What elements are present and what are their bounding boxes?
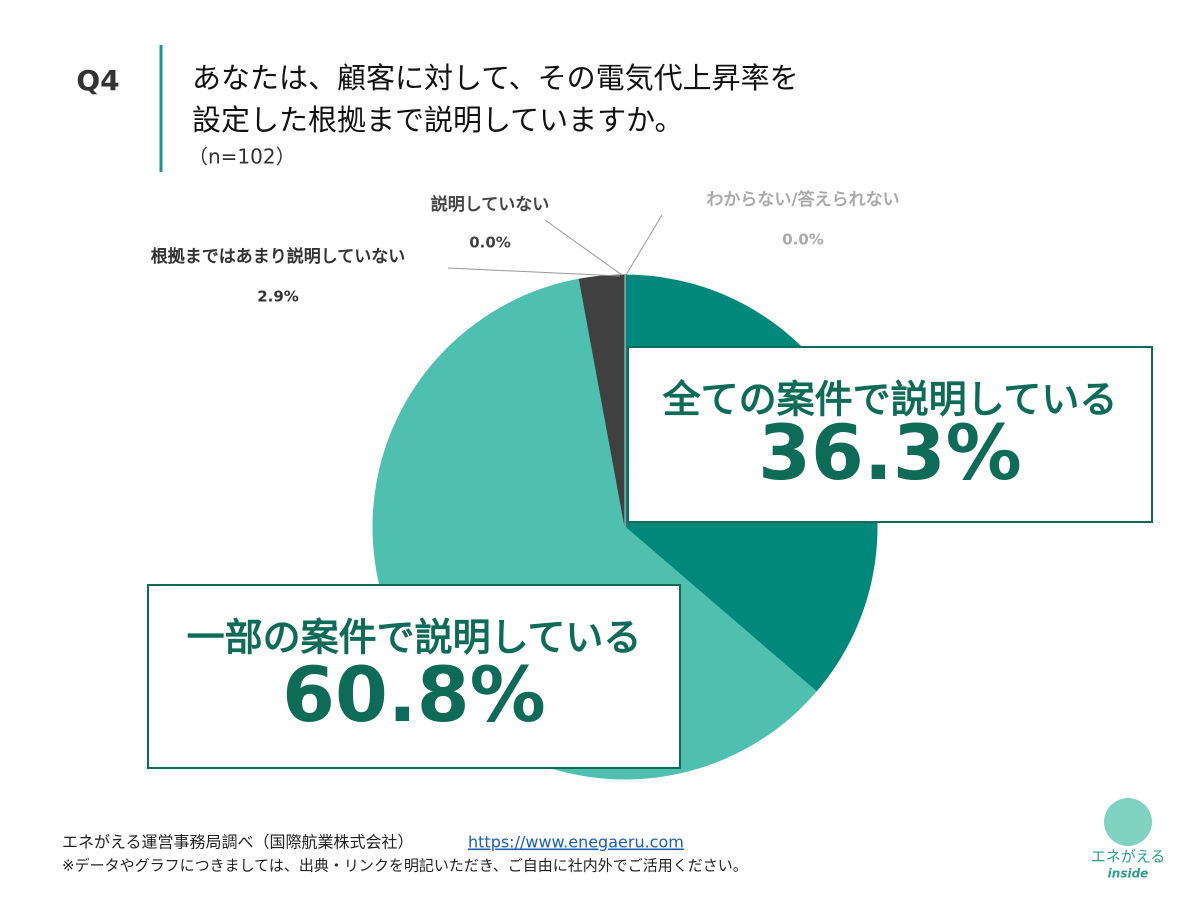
chart-title: 設定した根拠まで説明していますか。 — [192, 103, 684, 137]
slice-label: わからない/答えられない — [706, 189, 899, 210]
chart-subtitle: （n=102） — [188, 145, 296, 169]
slice-value: 36.3% — [758, 408, 1022, 497]
slice-label: 一部の案件で説明している — [187, 616, 642, 660]
leader-line — [447, 267, 621, 277]
slice-value: 2.9% — [257, 288, 299, 306]
slice-label: 説明していない — [431, 194, 550, 215]
slice-label: 根拠まではあまり説明していない — [151, 246, 406, 267]
source-link[interactable]: https://www.enegaeru.com — [468, 833, 684, 852]
leader-line — [544, 219, 623, 276]
logo-icon — [1104, 798, 1152, 846]
question-number: Q4 — [76, 64, 119, 97]
source: エネがえる運営事務局調べ（国際航業株式会社） — [62, 833, 414, 852]
slice-value: 0.0% — [782, 231, 824, 249]
callout-box — [627, 346, 1153, 523]
leader-line — [625, 214, 663, 276]
slice-value: 0.0% — [469, 234, 511, 252]
slice-label: 全ての案件で説明している — [662, 378, 1118, 422]
chart-title: あなたは、顧客に対して、その電気代上昇率を — [192, 61, 799, 95]
logo-name: エネがえる — [1091, 848, 1166, 866]
slice-value: 60.8% — [282, 650, 546, 739]
logo-sub: inside — [1108, 867, 1149, 881]
callout-box — [147, 584, 681, 769]
note: ※データやグラフにつきましては、出典・リンクを明記いただき、ご自由に社内外でご活… — [62, 857, 748, 875]
